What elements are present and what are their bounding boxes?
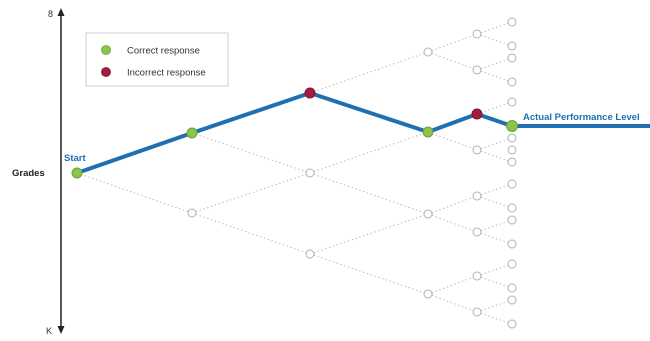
- path-node-incorrect-2: [471, 108, 483, 120]
- grade-axis: [57, 8, 65, 334]
- path-node-correct-2: [422, 126, 434, 138]
- legend: Correct response Incorrect response: [85, 32, 229, 87]
- unvisited-nodes: [187, 17, 517, 329]
- axis-top-label: 8: [48, 9, 53, 19]
- path-node-correct-1: [186, 127, 198, 139]
- start-label: Start: [64, 153, 86, 164]
- path-node-incorrect-1: [304, 87, 316, 99]
- end-label: Actual Performance Level: [523, 112, 640, 123]
- axis-bottom-label: K: [46, 326, 52, 336]
- performance-path: [76, 91, 650, 175]
- legend-correct-marker: [101, 45, 111, 55]
- legend-incorrect-label: Incorrect response: [127, 68, 206, 79]
- legend-correct-label: Correct response: [127, 46, 200, 57]
- path-node-start: [71, 167, 83, 179]
- axis-side-label: Grades: [12, 168, 45, 179]
- legend-incorrect-marker: [101, 67, 111, 77]
- path-node-final: [506, 120, 518, 132]
